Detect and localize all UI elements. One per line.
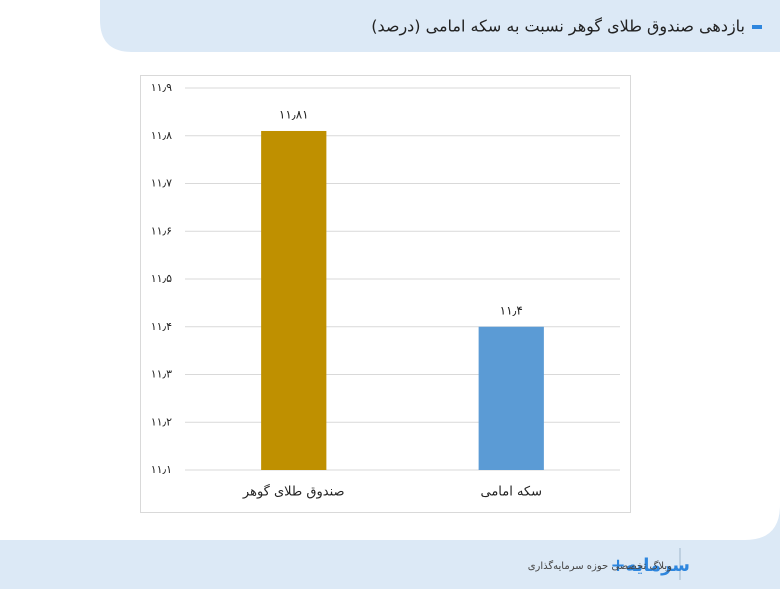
title-marker xyxy=(752,25,762,29)
y-tick-label: ۱۱٫۵ xyxy=(151,272,172,285)
bar xyxy=(478,326,544,470)
y-tick-label: ۱۱٫۸ xyxy=(151,129,172,142)
x-tick-label: سکه امامی xyxy=(480,485,542,500)
plot-frame xyxy=(140,75,631,513)
y-tick-label: ۱۱٫۱ xyxy=(151,463,172,476)
logo: سرمایه+ xyxy=(610,555,690,576)
value-label: ۱۱٫۴ xyxy=(500,303,523,317)
chart-title: بازدهی صندوق طلای گوهر نسبت به سکه امامی… xyxy=(371,17,745,37)
y-tick-label: ۱۱٫۲ xyxy=(151,415,172,428)
y-tick-label: ۱۱٫۳ xyxy=(151,368,172,381)
y-tick-label: ۱۱٫۴ xyxy=(151,320,172,333)
y-tick-label: ۱۱٫۹ xyxy=(151,81,172,94)
x-tick-label: صندوق طلای گوهر xyxy=(242,484,345,500)
bar xyxy=(261,130,327,470)
y-tick-label: ۱۱٫۶ xyxy=(151,224,172,237)
y-tick-label: ۱۱٫۷ xyxy=(151,177,172,190)
value-label: ۱۱٫۸۱ xyxy=(279,107,309,121)
footer-tagline: وبلاگ تخصصی حوزه سرمایه‌گذاری xyxy=(528,559,672,572)
